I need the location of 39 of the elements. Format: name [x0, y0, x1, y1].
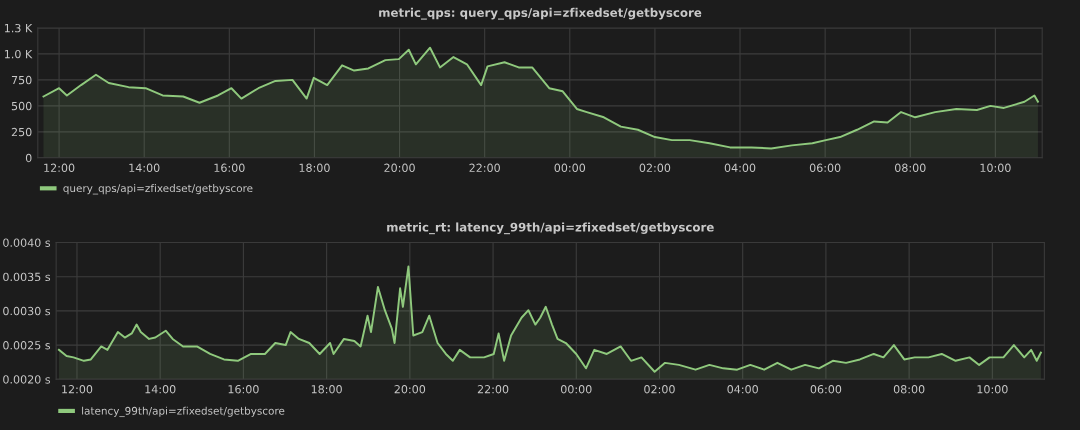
x-tick-label: 10:00 [977, 385, 1008, 394]
x-tick-label: 10:00 [980, 163, 1011, 172]
y-tick-label: 1.0 K [4, 49, 33, 59]
x-tick-label: 08:00 [894, 163, 926, 172]
x-tick-label: 22:00 [469, 163, 500, 172]
y-tick-label: 0.0030 s [3, 306, 51, 316]
x-tick-label: 04:00 [727, 385, 758, 394]
x-tick-label: 20:00 [394, 385, 426, 394]
x-tick-label: 00:00 [554, 163, 586, 172]
x-tick-label: 08:00 [893, 385, 925, 394]
x-tick-label: 14:00 [129, 163, 160, 172]
chart-title: metric_rt: latency_99th/api=zfixedset/getbyscore [387, 222, 714, 235]
x-tick-label: 04:00 [724, 163, 756, 172]
chart-title: metric_qps: query_qps/api=zfixedset/getbyscore [379, 7, 702, 20]
x-tick-label: 00:00 [560, 385, 592, 394]
y-tick-label: 0.0035 s [3, 272, 51, 282]
x-tick-label: 06:00 [809, 163, 841, 172]
x-tick-label: 22:00 [477, 385, 509, 394]
legend-label: query_qps/api=zfixedset/getbyscore [63, 184, 253, 195]
x-tick-label: 12:00 [44, 163, 75, 172]
x-tick-label: 20:00 [384, 163, 415, 172]
y-tick-label: 0.0020 s [3, 375, 51, 384]
x-tick-label: 02:00 [644, 385, 675, 394]
x-tick-label: 18:00 [299, 163, 330, 172]
y-tick-label: 0.0025 s [3, 341, 51, 350]
x-tick-label: 16:00 [214, 163, 245, 172]
y-tick-label: 1.3 K [4, 23, 33, 33]
x-tick-label: 14:00 [145, 385, 176, 394]
x-tick-label: 06:00 [810, 385, 842, 394]
x-tick-label: 18:00 [311, 385, 342, 394]
x-tick-label: 12:00 [62, 385, 93, 394]
y-tick-label: 500 [11, 101, 32, 111]
legend-label: latency_99th/api=zfixedset/getbyscore [82, 406, 285, 418]
x-tick-label: 02:00 [639, 163, 671, 172]
y-tick-label: 250 [11, 127, 32, 137]
x-tick-label: 16:00 [228, 385, 259, 394]
y-tick-label: 0.0040 s [3, 238, 51, 247]
y-tick-label: 0 [25, 153, 32, 163]
y-tick-label: 750 [11, 75, 32, 85]
